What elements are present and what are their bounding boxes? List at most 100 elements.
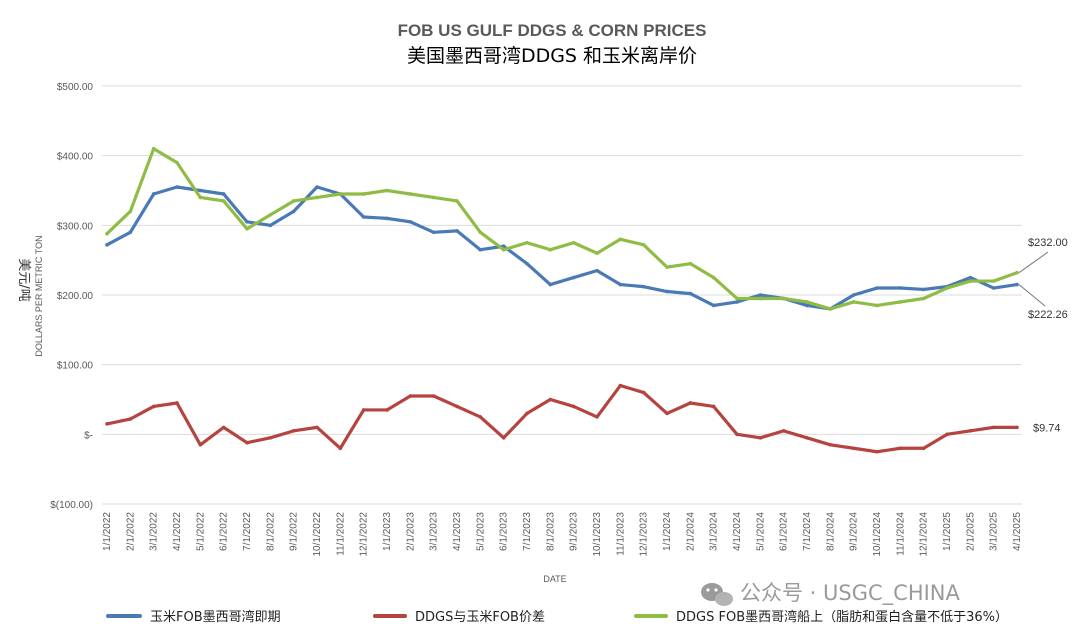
gridlines <box>102 85 1022 505</box>
end-value-label: $9.74 <box>1033 422 1061 434</box>
data-point <box>665 411 669 416</box>
data-point <box>595 251 599 255</box>
x-tick-label: 5/1/2022 <box>195 512 206 551</box>
data-point <box>105 243 109 247</box>
data-point <box>151 404 156 409</box>
y-tick-label: $300.00 <box>57 221 94 232</box>
y-tick-label: $- <box>84 430 93 441</box>
data-point <box>548 397 553 402</box>
data-point <box>525 261 529 266</box>
x-tick-labels: 1/1/2022 2/1/2022 3/1/2022 4/1/2022 5/1/2022… <box>102 512 1023 557</box>
data-point <box>595 268 599 273</box>
data-point <box>385 188 389 193</box>
x-tick-label: 2/1/2024 <box>685 512 696 551</box>
watermark-text: 公众号 · USGC_CHINA <box>740 581 961 606</box>
data-point <box>478 230 483 235</box>
x-tick-label: 12/1/2022 <box>359 512 370 557</box>
data-point <box>1015 270 1019 275</box>
legend: 玉米FOB墨西哥湾即期 DDGS与玉米FOB价差 DDGS FOB墨西哥湾船上（脂肪… <box>106 609 1008 625</box>
data-point <box>665 265 669 269</box>
data-point <box>1015 282 1019 287</box>
data-point <box>735 296 739 301</box>
data-point <box>945 286 949 290</box>
data-point <box>688 261 693 266</box>
data-point <box>921 296 926 301</box>
x-tick-label: 5/1/2023 <box>475 512 486 551</box>
data-point <box>408 394 413 398</box>
data-point <box>198 188 203 193</box>
legend-label: 玉米FOB墨西哥湾即期 <box>150 609 281 625</box>
data-point <box>268 213 273 217</box>
data-point <box>431 195 436 200</box>
data-point <box>898 286 903 290</box>
data-point <box>338 446 343 451</box>
data-point <box>221 425 226 430</box>
x-tick-label: 9/1/2022 <box>289 512 300 551</box>
data-point <box>501 436 506 440</box>
x-tick-label: 4/1/2024 <box>732 512 743 551</box>
y-tick-labels: $500.00 $400.00 $300.00 $200.00 $100.00 $- $(1… <box>50 82 93 511</box>
data-point <box>385 408 389 412</box>
data-point <box>711 404 716 409</box>
y-axis-title: DOLLARS PER METRIC TON <box>34 235 44 356</box>
x-tick-label: 12/1/2023 <box>639 512 650 557</box>
data-point <box>128 209 133 214</box>
data-point <box>198 442 203 447</box>
data-point <box>571 275 576 280</box>
data-point <box>128 230 133 235</box>
data-point <box>198 195 203 200</box>
data-point <box>851 446 856 451</box>
x-tick-label: 3/1/2022 <box>149 512 160 551</box>
x-tick-label: 7/1/2023 <box>522 512 533 551</box>
data-point <box>151 146 156 151</box>
data-point <box>175 185 179 189</box>
data-point <box>968 279 973 283</box>
x-tick-label: 7/1/2022 <box>242 512 253 551</box>
data-point <box>945 432 949 437</box>
data-point <box>991 286 996 290</box>
data-point <box>875 286 879 290</box>
end-value-label: $232.00 <box>1028 237 1068 249</box>
data-point <box>268 436 273 440</box>
end-value-callouts: $232.00 $222.26 $9.74 <box>1018 237 1068 434</box>
series-line-2 <box>105 147 1019 311</box>
data-point <box>385 216 389 221</box>
data-point <box>641 284 646 289</box>
data-point <box>455 229 459 233</box>
x-tick-label: 11/1/2023 <box>615 512 626 556</box>
data-point <box>315 195 319 200</box>
data-point <box>408 192 413 196</box>
data-point <box>665 289 669 294</box>
x-tick-label: 2/1/2025 <box>965 512 976 551</box>
data-point <box>1015 425 1019 430</box>
x-tick-label: 1/1/2024 <box>662 512 673 551</box>
data-point <box>151 192 156 196</box>
x-tick-label: 3/1/2025 <box>989 512 1000 551</box>
data-point <box>968 429 973 433</box>
data-point <box>455 199 459 203</box>
data-point <box>548 247 553 252</box>
data-point <box>711 275 716 280</box>
data-point <box>688 291 693 296</box>
data-point <box>758 296 763 301</box>
y-axis-title-cn: 美元/吨 <box>16 258 31 301</box>
x-tick-label: 4/1/2023 <box>452 512 463 551</box>
series-line-1 <box>105 383 1019 454</box>
x-tick-label: 1/1/2023 <box>382 512 393 551</box>
x-tick-label: 12/1/2024 <box>919 512 930 557</box>
data-point <box>128 417 133 421</box>
data-point <box>525 411 529 416</box>
y-tick-label: $200.00 <box>57 291 94 302</box>
x-tick-label: 8/1/2024 <box>825 512 836 551</box>
x-tick-label: 4/1/2025 <box>1012 512 1023 551</box>
data-point <box>851 300 856 304</box>
data-point <box>758 293 763 297</box>
data-point <box>641 243 646 247</box>
data-point <box>175 401 179 405</box>
data-point <box>175 160 179 165</box>
data-point <box>525 240 529 245</box>
data-point <box>828 307 833 311</box>
x-tick-label: 11/1/2022 <box>335 512 346 556</box>
data-point <box>735 300 739 304</box>
data-point <box>291 429 296 433</box>
